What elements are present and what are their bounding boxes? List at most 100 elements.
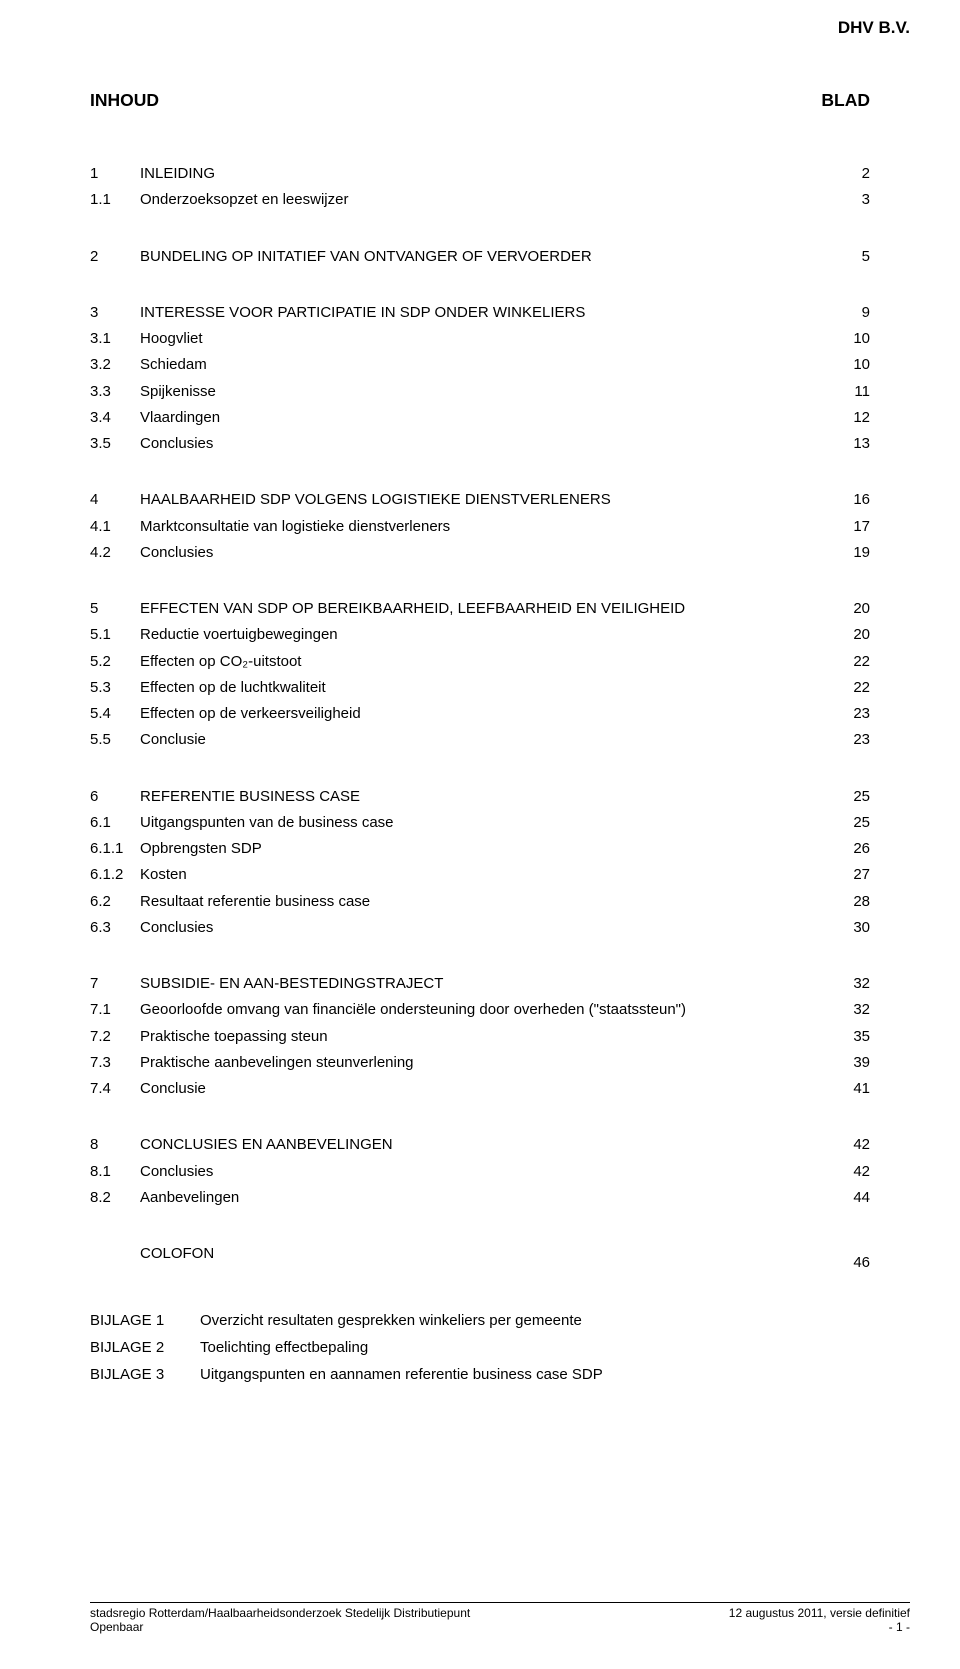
toc-page: 9: [840, 300, 870, 326]
title-left: INHOUD: [90, 90, 159, 111]
toc-section-3: 3INTERESSE VOOR PARTICIPATIE IN SDP ONDE…: [90, 300, 870, 458]
toc-number: 4.1: [90, 514, 140, 540]
toc-entry: 4.2Conclusies19: [90, 540, 870, 566]
toc-number: 5.3: [90, 675, 140, 701]
toc-number: 5.5: [90, 727, 140, 753]
toc-entry: 5EFFECTEN VAN SDP OP BEREIKBAARHEID, LEE…: [90, 596, 870, 622]
toc-entry: 5.4Effecten op de verkeersveiligheid23: [90, 701, 870, 727]
footer-right: 12 augustus 2011, versie definitief - 1 …: [729, 1606, 910, 1634]
toc-entry: 5.1Reductie voertuigbewegingen20: [90, 622, 870, 648]
toc-title: EFFECTEN VAN SDP OP BEREIKBAARHEID, LEEF…: [140, 596, 685, 622]
toc-entry: 1.1Onderzoeksopzet en leeswijzer3: [90, 187, 870, 213]
toc-page: 25: [840, 810, 870, 836]
toc-entry: 3.5Conclusies13: [90, 431, 870, 457]
toc-title: Resultaat referentie business case: [140, 889, 370, 915]
bijlage-label: BIJLAGE 1: [90, 1307, 200, 1334]
toc-title: BUNDELING OP INITATIEF VAN ONTVANGER OF …: [140, 244, 592, 270]
bijlage-label: BIJLAGE 3: [90, 1361, 200, 1388]
toc-title: Conclusies: [140, 431, 213, 457]
toc-entry: 6.1.2Kosten27: [90, 862, 870, 888]
toc-number: 6.1.2: [90, 862, 140, 888]
toc-page: 3: [840, 187, 870, 213]
toc-entry: 3.1Hoogvliet10: [90, 326, 870, 352]
toc-page: 28: [840, 889, 870, 915]
toc-number: 3.5: [90, 431, 140, 457]
toc-title: Effecten op de verkeersveiligheid: [140, 701, 361, 727]
toc-title: Effecten op CO₂-uitstoot: [140, 649, 301, 675]
toc-number: 6.1: [90, 810, 140, 836]
toc-title: HAALBAARHEID SDP VOLGENS LOGISTIEKE DIEN…: [140, 487, 611, 513]
toc-entry: COLOFON46: [90, 1241, 870, 1277]
toc-page: 26: [840, 836, 870, 862]
toc-entry: 7.1Geoorloofde omvang van financiële ond…: [90, 997, 870, 1023]
toc-title: Effecten op de luchtkwaliteit: [140, 675, 326, 701]
toc-section-4: 4HAALBAARHEID SDP VOLGENS LOGISTIEKE DIE…: [90, 487, 870, 566]
footer-right-line1: 12 augustus 2011, versie definitief: [729, 1606, 910, 1620]
toc-page: 10: [840, 326, 870, 352]
toc-entry: 1INLEIDING2: [90, 161, 870, 187]
toc-entry: 3.4Vlaardingen12: [90, 405, 870, 431]
toc-entry: 8CONCLUSIES EN AANBEVELINGEN 42: [90, 1132, 870, 1158]
toc-entry: 4.1Marktconsultatie van logistieke diens…: [90, 514, 870, 540]
footer-left-line1: stadsregio Rotterdam/Haalbaarheidsonderz…: [90, 1606, 470, 1620]
toc-number: 8: [90, 1132, 140, 1158]
toc-page: 20: [840, 622, 870, 648]
toc-page: 32: [840, 971, 870, 997]
toc-page: 10: [840, 352, 870, 378]
toc-number: 4.2: [90, 540, 140, 566]
footer-left-line2: Openbaar: [90, 1620, 470, 1634]
toc-entry: 7SUBSIDIE- EN AAN-BESTEDINGSTRAJECT 32: [90, 971, 870, 997]
toc-entry: 4HAALBAARHEID SDP VOLGENS LOGISTIEKE DIE…: [90, 487, 870, 513]
toc-entry: 7.4Conclusie41: [90, 1076, 870, 1102]
bijlagen-section: BIJLAGE 1Overzicht resultaten gesprekken…: [90, 1307, 870, 1388]
toc-title: CONCLUSIES EN AANBEVELINGEN: [140, 1132, 393, 1158]
toc-number: 6.1.1: [90, 836, 140, 862]
footer: stadsregio Rotterdam/Haalbaarheidsonderz…: [90, 1602, 910, 1634]
toc-title: Vlaardingen: [140, 405, 220, 431]
toc-entry: 6.3Conclusies30: [90, 915, 870, 941]
toc-page: 41: [840, 1076, 870, 1102]
toc-title: INLEIDING: [140, 161, 215, 187]
toc-page: 12: [840, 405, 870, 431]
toc-title: SUBSIDIE- EN AAN-BESTEDINGSTRAJECT: [140, 971, 443, 997]
toc-entry: 3.2Schiedam10: [90, 352, 870, 378]
toc-number: 3.1: [90, 326, 140, 352]
toc-page: 32: [840, 997, 870, 1023]
toc-page: 42: [840, 1132, 870, 1158]
toc-title: Conclusie: [140, 1076, 206, 1102]
toc-page: 44: [840, 1185, 870, 1211]
toc-entry: 6REFERENTIE BUSINESS CASE25: [90, 784, 870, 810]
toc-page: 22: [840, 675, 870, 701]
toc-title: REFERENTIE BUSINESS CASE: [140, 784, 360, 810]
toc-title: Conclusies: [140, 915, 213, 941]
toc-section-6: 6REFERENTIE BUSINESS CASE256.1Uitgangspu…: [90, 784, 870, 942]
toc-entry: 6.1Uitgangspunten van de business case 25: [90, 810, 870, 836]
toc-title: Aanbevelingen: [140, 1185, 239, 1211]
toc-title: Praktische toepassing steun: [140, 1024, 328, 1050]
toc-number: 6: [90, 784, 140, 810]
bijlage-entry: BIJLAGE 1Overzicht resultaten gesprekken…: [90, 1307, 870, 1334]
toc-title: Uitgangspunten van de business case: [140, 810, 394, 836]
toc-section-colofon: COLOFON46: [90, 1241, 870, 1277]
toc-number: 8.1: [90, 1159, 140, 1185]
toc-page: 22: [840, 649, 870, 675]
toc-number: 6.3: [90, 915, 140, 941]
bijlage-entry: BIJLAGE 3Uitgangspunten en aannamen refe…: [90, 1361, 870, 1388]
toc-entry: 5.2Effecten op CO₂-uitstoot 22: [90, 649, 870, 675]
bijlage-label: BIJLAGE 2: [90, 1334, 200, 1361]
toc-page: 2: [840, 161, 870, 187]
toc-number: 7: [90, 971, 140, 997]
toc-page: 35: [840, 1024, 870, 1050]
page-content: INHOUD BLAD 1INLEIDING21.1Onderzoeksopze…: [0, 0, 960, 1388]
toc-number: [90, 1241, 140, 1267]
toc-number: 7.1: [90, 997, 140, 1023]
toc-number: 5.2: [90, 649, 140, 675]
toc-title: Marktconsultatie van logistieke dienstve…: [140, 514, 450, 540]
toc-number: 7.3: [90, 1050, 140, 1076]
toc-title: Geoorloofde omvang van financiële onders…: [140, 997, 686, 1023]
toc-number: 3: [90, 300, 140, 326]
toc-page: 23: [840, 727, 870, 753]
title-row: INHOUD BLAD: [90, 90, 870, 111]
toc-page: 46: [840, 1250, 870, 1276]
toc-entry: 7.3Praktische aanbevelingen steunverleni…: [90, 1050, 870, 1076]
